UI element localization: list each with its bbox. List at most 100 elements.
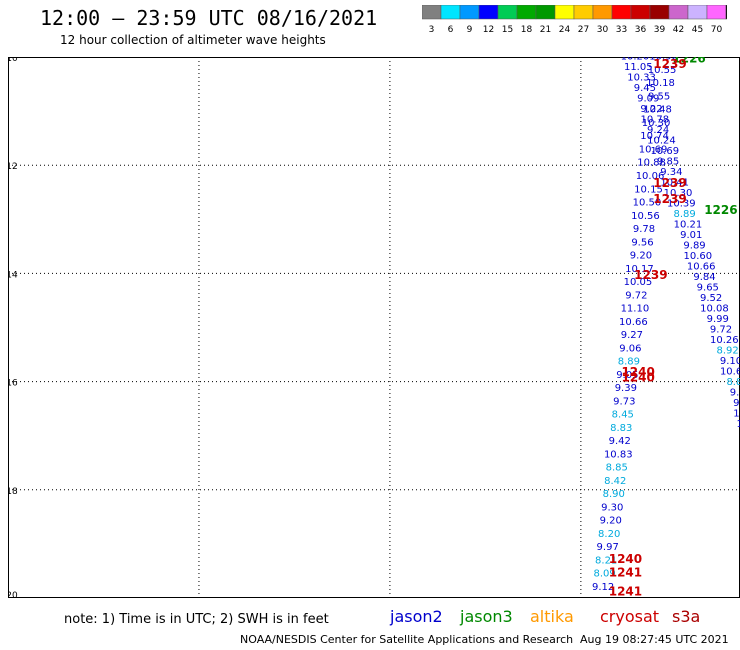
swh-value-track-a: 10.21 — [674, 220, 703, 231]
swh-value-track-b: 9.39 — [615, 383, 637, 394]
legend-swatch — [668, 5, 689, 20]
time-label: 1241 — [609, 584, 642, 598]
legend-swatch — [516, 5, 537, 20]
swh-value-track-a: 9.84 — [693, 272, 715, 283]
legend-swatch — [630, 5, 651, 20]
swh-value-track-b: 9.20 — [630, 251, 652, 262]
swh-value-track-b: 9.42 — [609, 436, 631, 447]
swh-value-track-b: 10.56 — [631, 211, 660, 222]
swh-value-track-b: 10.88 — [637, 158, 666, 169]
swh-value-track-a: 10.66 — [687, 262, 716, 273]
legend-label: 30 — [597, 25, 609, 35]
swh-value-track-a: 9.45 — [634, 83, 656, 94]
swh-value-track-b: 10.69 — [639, 144, 668, 155]
swh-value-track-b: 8.83 — [610, 423, 632, 434]
legend-label: 6 — [448, 25, 454, 35]
swh-value-track-b: 10.66 — [619, 317, 648, 328]
swh-value-track-b: 9.73 — [613, 396, 635, 407]
time-label: 1240 — [609, 552, 642, 566]
legend-swatch — [611, 5, 632, 20]
swh-value-track-b: 9.27 — [621, 330, 643, 341]
y-tick-label: -12 — [8, 162, 18, 172]
legend-label: 70 — [711, 25, 723, 35]
swh-value-track-a: 9.49 — [733, 398, 740, 409]
legend-label: 15 — [502, 25, 513, 35]
swh-value-track-a: 9.01 — [680, 230, 702, 241]
swh-value-track-a: 9.72 — [710, 325, 732, 336]
time-label: 1239 — [653, 57, 686, 71]
swh-value-track-b: 9.55 — [648, 91, 670, 102]
swh-value-track-b: 8.90 — [603, 489, 625, 500]
swh-value-track-b: 9.06 — [619, 343, 641, 354]
time-label: 1239 — [653, 176, 686, 190]
swh-value-track-b: 8.89 — [618, 357, 640, 368]
swh-value-track-a: 10.39 — [667, 199, 696, 210]
swh-value-track-b: 10.30 — [642, 118, 671, 129]
swh-value-track-a: 10.95 — [733, 409, 740, 420]
swh-value-track-a: 10.41 — [660, 178, 689, 189]
swh-value-track-b: 8.21 — [595, 555, 617, 566]
swh-value-track-b: 8.09 — [594, 569, 616, 580]
sat-label-altika: altika — [530, 607, 574, 626]
wave-height-map: -10-12-14-16-18-20-135-132-129-126-123-1… — [8, 57, 740, 598]
swh-value-track-a: 10.64 — [720, 367, 740, 378]
swh-value-track-a: 8.89 — [673, 209, 695, 220]
legend-swatch — [478, 5, 499, 20]
swh-value-track-a: 9.22 — [640, 104, 662, 115]
swh-value-track-b: 9.78 — [633, 224, 655, 235]
swh-value-track-b: 10.50 — [633, 198, 662, 209]
swh-value-track-a: 9.10 — [720, 356, 740, 367]
swh-value-track-b: 10.74 — [640, 131, 669, 142]
sat-label-jason2: jason2 — [390, 607, 443, 626]
swh-value-track-a: 11.94 — [737, 419, 740, 430]
time-label: 1226 — [672, 57, 705, 65]
swh-value-track-b: 8.42 — [604, 476, 626, 487]
swh-value-track-a: 8.85 — [726, 377, 740, 388]
legend-swatch — [554, 5, 575, 20]
legend-label: 9 — [467, 25, 473, 35]
swh-value-track-b: 10.92 — [649, 57, 678, 63]
legend-label: 18 — [521, 25, 533, 35]
swh-value-track-b: 10.06 — [636, 171, 665, 182]
swh-value-track-a: 8.92 — [717, 346, 739, 357]
y-tick-label: -20 — [8, 591, 18, 598]
y-tick-label: -10 — [8, 57, 18, 64]
swh-value-track-b: 10.05 — [624, 277, 653, 288]
time-label: 1241 — [609, 565, 642, 579]
legend-label: 45 — [692, 25, 703, 35]
swh-value-track-a: 9.99 — [707, 314, 729, 325]
time-label: 1239 — [653, 192, 686, 206]
swh-value-track-a: 9.09 — [637, 94, 659, 105]
legend-swatch — [535, 5, 556, 20]
page-subtitle: 12 hour collection of altimeter wave hei… — [60, 33, 326, 47]
swh-value-track-a: 11.05 — [624, 62, 653, 73]
legend-label: 36 — [635, 25, 647, 35]
time-label: 1239 — [634, 268, 667, 282]
swh-value-track-a: 10.08 — [700, 304, 729, 315]
swh-value-track-a: 9.65 — [697, 283, 719, 294]
legend-swatch — [459, 5, 480, 20]
swh-value-track-b: 8.45 — [612, 410, 634, 421]
swh-value-track-a: 10.60 — [684, 251, 713, 262]
swh-value-track-a: 10.24 — [647, 136, 676, 147]
legend-swatch — [573, 5, 594, 20]
swh-value-track-b: 9.56 — [631, 237, 653, 248]
swh-value-track-b: 9.20 — [600, 516, 622, 527]
swh-value-track-a: 9.52 — [700, 293, 722, 304]
legend-label: 21 — [540, 25, 551, 35]
legend-swatch — [497, 5, 518, 20]
swh-value-track-b: 10.15 — [634, 184, 663, 195]
swh-value-track-a: 10.33 — [627, 73, 656, 84]
legend-label: 39 — [654, 25, 666, 35]
legend-swatch — [687, 5, 708, 20]
time-label: 1240 — [621, 365, 654, 379]
swh-value-track-b: 10.17 — [625, 264, 654, 275]
swh-value-track-a: 9.89 — [683, 241, 705, 252]
swh-value-track-a: 9.70 — [730, 388, 740, 399]
legend-swatch — [706, 5, 727, 20]
legend-label: 3 — [429, 25, 435, 35]
time-label: 1226 — [704, 203, 737, 217]
swh-value-track-b: 10.18 — [646, 78, 675, 89]
page-title: 12:00 – 23:59 UTC 08/16/2021 — [40, 6, 378, 30]
